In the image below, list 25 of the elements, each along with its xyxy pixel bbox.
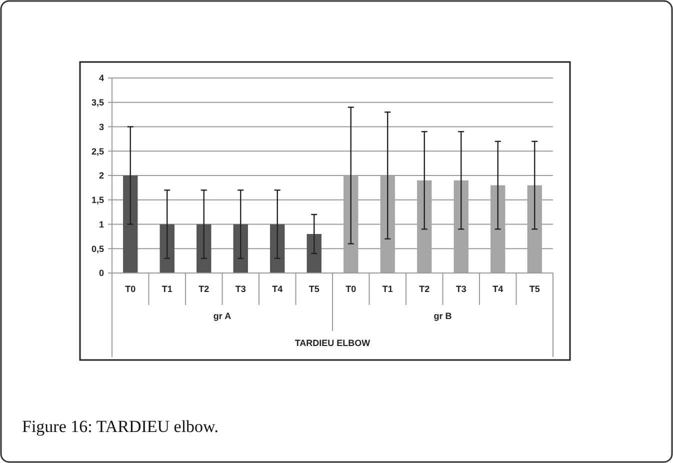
x-tick-label: T0 <box>125 284 136 294</box>
x-axis-title: TARDIEU ELBOW <box>294 338 371 348</box>
x-tick-label: T0 <box>346 284 356 294</box>
y-tick-label: 3,5 <box>91 98 104 108</box>
x-tick-label: T5 <box>308 284 320 294</box>
x-tick-label: T1 <box>162 284 172 294</box>
y-tick-label: 3 <box>98 122 104 132</box>
caption: Figure 16: TARDIEU elbow. <box>22 417 218 436</box>
x-tick-label: T4 <box>272 284 283 294</box>
x-tick-label: T4 <box>492 284 504 294</box>
text: gr B <box>434 311 452 321</box>
x-tick-label: T3 <box>456 284 466 294</box>
y-tick-label: 0,5 <box>91 244 104 254</box>
y-tick-label: 2,5 <box>91 146 104 156</box>
y-tick-label: 1 <box>98 219 104 230</box>
y-tick-label: 4 <box>98 73 104 84</box>
x-tick-label: T2 <box>198 284 210 294</box>
x-tick-label: T1 <box>382 284 393 294</box>
x-tick-label: T2 <box>419 284 430 294</box>
x-tick-label: T5 <box>529 284 540 294</box>
x-tick-label: T3 <box>235 284 246 294</box>
y-tick-label: 2 <box>98 170 104 181</box>
y-tick-label: 1,5 <box>91 195 104 206</box>
text: gr A <box>213 311 232 321</box>
y-tick-label: 0 <box>98 268 104 278</box>
